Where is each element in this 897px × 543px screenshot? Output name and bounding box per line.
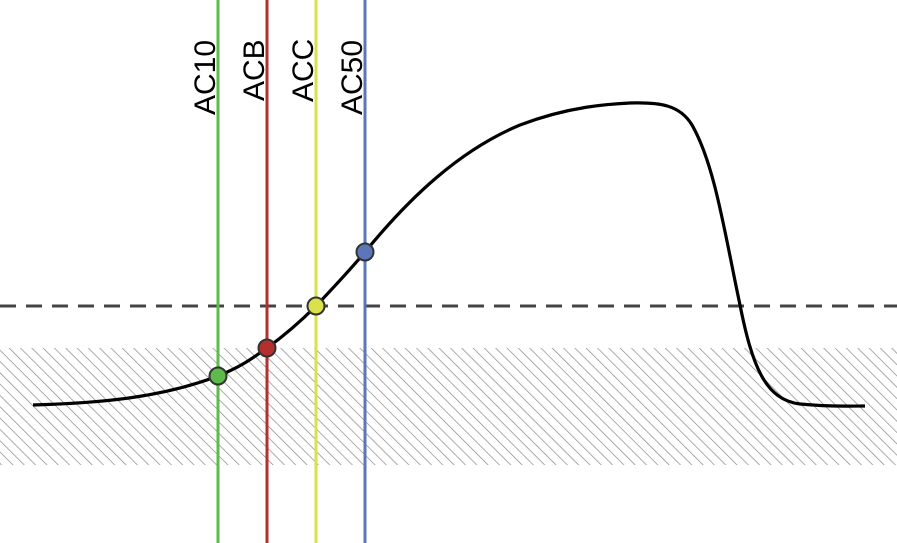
response-curve [32, 101, 866, 408]
marker-label-ac50: AC50 [336, 40, 369, 115]
marker-label-acb: ACB [238, 39, 271, 101]
marker-label-acc: ACC [287, 39, 320, 102]
marker-point-ac10 [208, 366, 228, 386]
marker-point-acb [257, 338, 277, 358]
marker-point-acc [306, 296, 326, 316]
shaded-band [0, 348, 897, 465]
marker-point-ac50 [355, 242, 375, 262]
marker-label-ac10: AC10 [189, 40, 222, 115]
